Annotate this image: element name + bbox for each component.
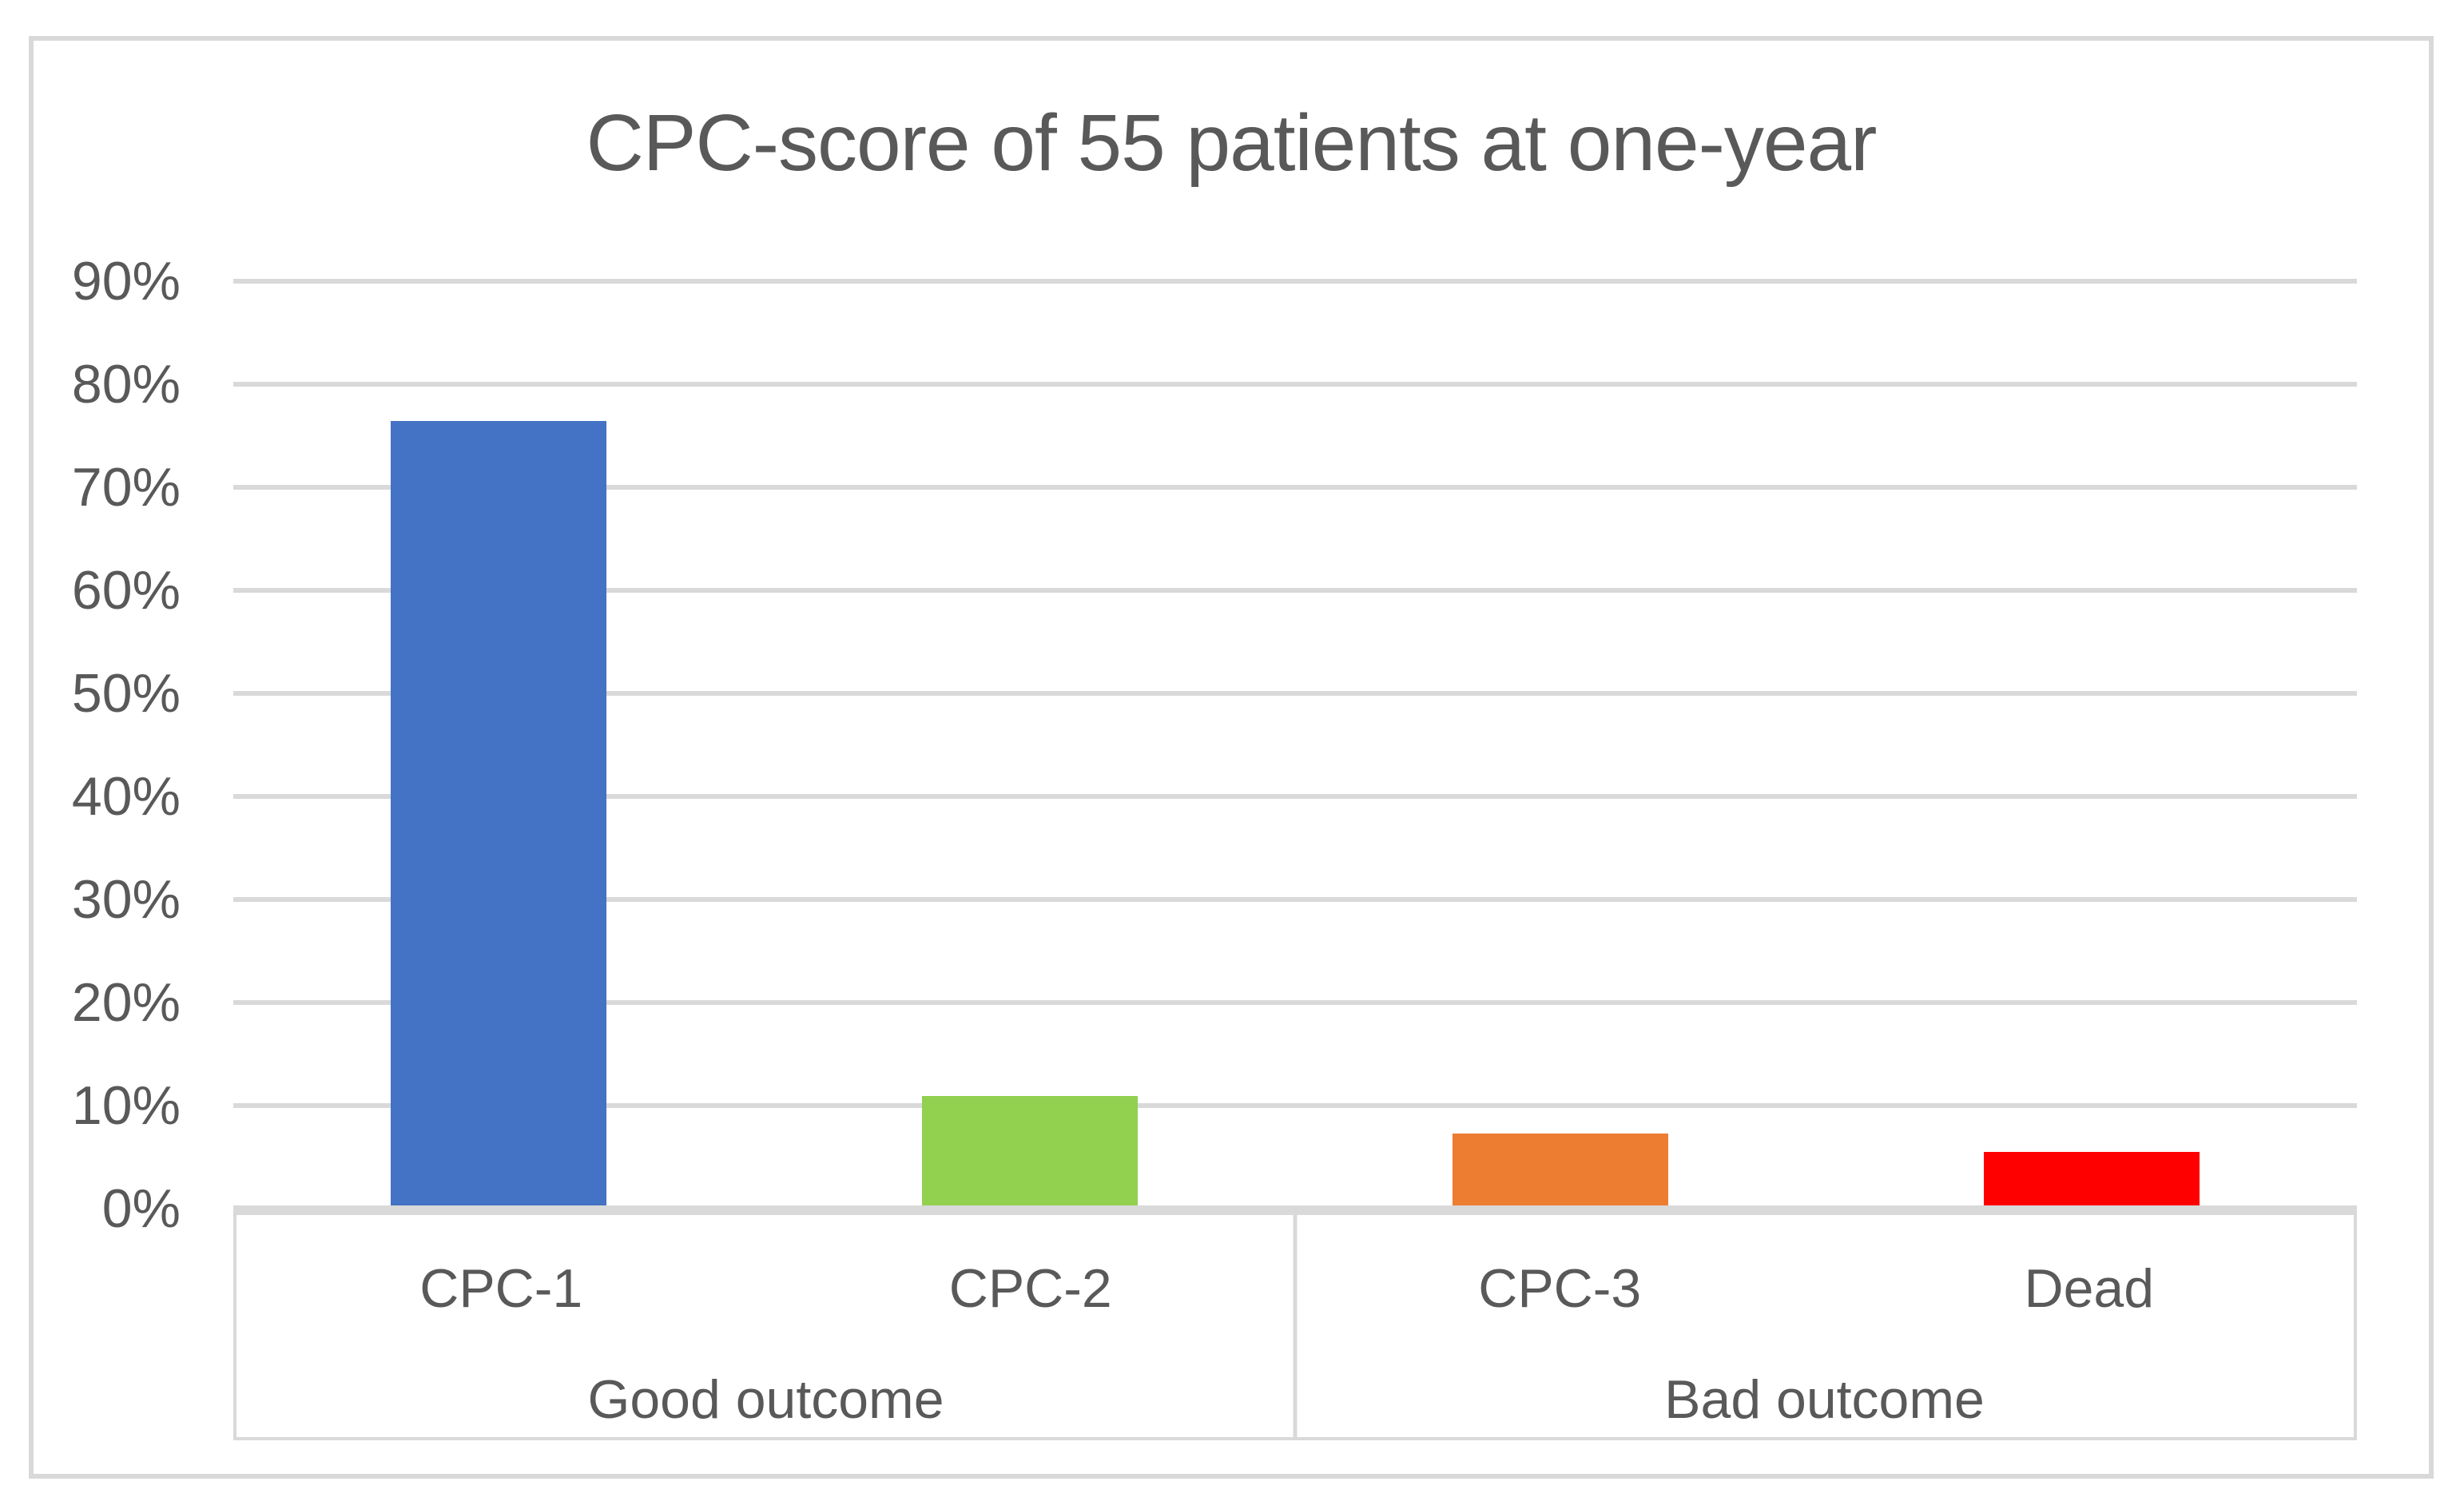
y-tick-label-80: 80% bbox=[71, 354, 181, 415]
gridline-30 bbox=[233, 897, 2357, 902]
category-label-cpc-2: CPC-2 bbox=[948, 1258, 1112, 1319]
group-divider-line bbox=[1293, 1215, 1298, 1437]
group-label-bad-outcome: Bad outcome bbox=[1664, 1369, 1985, 1430]
gridline-40 bbox=[233, 794, 2357, 799]
gridline-50 bbox=[233, 691, 2357, 696]
gridline-60 bbox=[233, 588, 2357, 593]
gridline-80 bbox=[233, 382, 2357, 387]
y-tick-label-0: 0% bbox=[101, 1178, 181, 1239]
y-tick-label-10: 10% bbox=[71, 1075, 181, 1136]
chart-frame: CPC-score of 55 patients at one-year 0% 1… bbox=[29, 36, 2434, 1479]
y-tick-label-90: 90% bbox=[71, 251, 181, 312]
y-tick-label-40: 40% bbox=[71, 766, 181, 827]
bar-dead bbox=[1983, 1152, 2200, 1209]
y-tick-label-20: 20% bbox=[71, 972, 181, 1033]
category-label-cpc-1: CPC-1 bbox=[419, 1258, 583, 1319]
category-label-cpc-3: CPC-3 bbox=[1478, 1258, 1642, 1319]
group-label-good-outcome: Good outcome bbox=[587, 1369, 944, 1430]
gridline-70 bbox=[233, 485, 2357, 490]
chart-title: CPC-score of 55 patients at one-year bbox=[586, 98, 1878, 188]
category-label-dead: Dead bbox=[2024, 1258, 2155, 1319]
gridline-10 bbox=[233, 1103, 2357, 1108]
gridline-20 bbox=[233, 1000, 2357, 1005]
y-tick-label-60: 60% bbox=[71, 560, 181, 621]
category-label-row: CPC-1 CPC-2 CPC-3 Dead bbox=[236, 1215, 2354, 1362]
category-axis: CPC-1 CPC-2 CPC-3 Dead Good outcome Bad outc… bbox=[233, 1212, 2357, 1440]
y-tick-label-30: 30% bbox=[71, 869, 181, 930]
bar-cpc-2 bbox=[921, 1096, 1138, 1209]
bar-cpc-1 bbox=[391, 421, 607, 1209]
y-tick-label-50: 50% bbox=[71, 663, 181, 724]
y-axis-tick-labels: 0% 10% 20% 30% 40% 50% 60% 70% 80% 90% bbox=[34, 251, 181, 1239]
x-axis-line bbox=[233, 1205, 2357, 1213]
bar-cpc-3 bbox=[1453, 1133, 1669, 1209]
gridline-90 bbox=[233, 279, 2357, 284]
y-tick-label-70: 70% bbox=[71, 457, 181, 518]
plot-area bbox=[233, 279, 2357, 1213]
group-label-row: Good outcome Bad outcome bbox=[236, 1362, 2354, 1437]
